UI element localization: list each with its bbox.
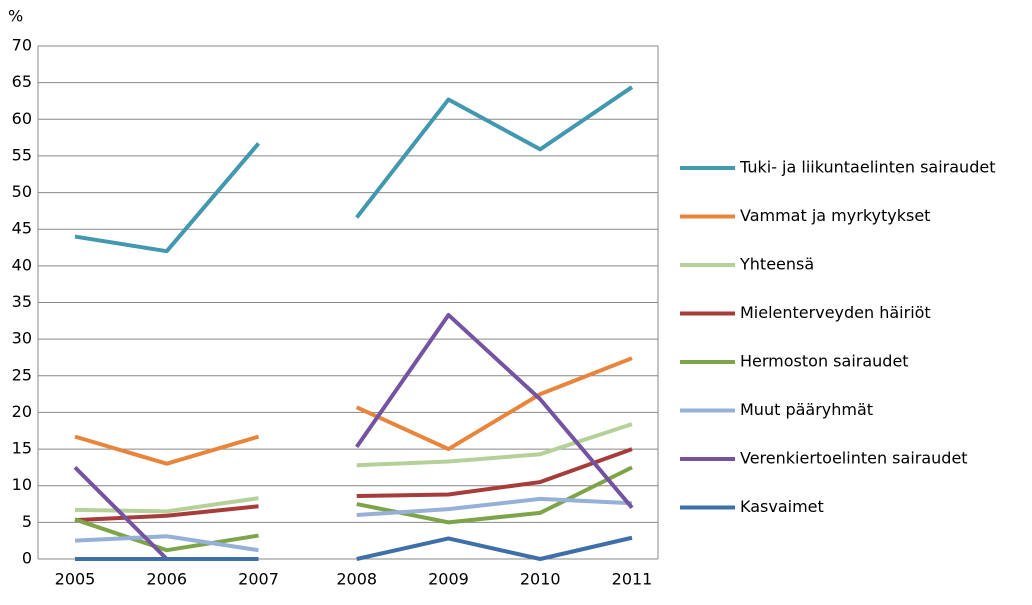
x-tick-label: 2011	[612, 570, 653, 589]
series-line	[74, 356, 633, 466]
y-tick-label: 50	[12, 182, 32, 201]
legend-label: Vammat ja myrkytykset	[740, 206, 930, 225]
y-tick-label: 30	[12, 329, 32, 348]
x-tick-label: 2010	[520, 570, 561, 589]
y-tick-label: 60	[12, 109, 32, 128]
y-tick-label: 10	[12, 475, 32, 494]
legend-label: Kasvaimet	[740, 497, 824, 516]
x-tick-label: 2008	[336, 570, 377, 589]
y-tick-label: 45	[12, 219, 32, 238]
y-tick-label: 5	[22, 512, 32, 531]
y-tick-label: 65	[12, 72, 32, 91]
y-tick-label: 15	[12, 439, 32, 458]
legend-label: Hermoston sairaudet	[740, 352, 909, 371]
x-tick-label: 2006	[146, 570, 187, 589]
legend-label: Verenkiertoelinten sairaudet	[740, 449, 968, 468]
legend-label: Yhteensä	[739, 255, 814, 274]
y-tick-label: 35	[12, 292, 32, 311]
y-tick-label: 70	[12, 36, 32, 55]
x-tick-label: 2009	[428, 570, 469, 589]
legend-label: Mielenterveyden häiriöt	[740, 303, 931, 322]
series-line	[74, 496, 633, 553]
y-tick-label: 0	[22, 549, 32, 568]
series-line	[74, 422, 633, 514]
series-line	[75, 535, 633, 561]
y-tick-label: 25	[12, 365, 32, 384]
y-tick-label: 55	[12, 145, 32, 164]
series-line	[74, 85, 634, 254]
series-line	[74, 447, 633, 523]
x-tick-label: 2005	[55, 570, 96, 589]
legend-label: Tuki- ja liikuntaelinten sairaudet	[739, 158, 995, 177]
y-tick-label: 40	[12, 255, 32, 274]
legend-label: Muut pääryhmät	[740, 400, 873, 419]
x-tick-label: 2007	[238, 570, 279, 589]
y-tick-label: 20	[12, 402, 32, 421]
y-axis-label: %	[8, 7, 23, 26]
